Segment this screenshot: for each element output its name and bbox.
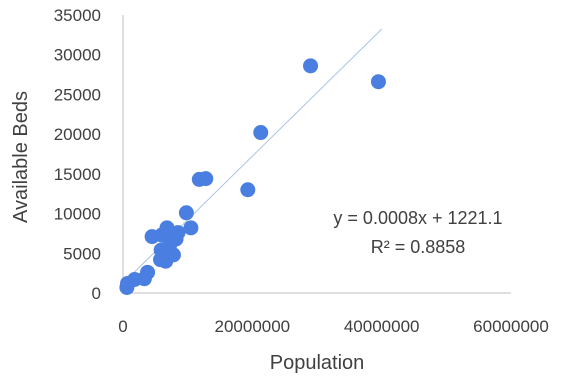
- trendline-equation: y = 0.0008x + 1221.1: [333, 208, 502, 228]
- data-point: [240, 182, 256, 198]
- x-tick-label: 20000000: [215, 317, 291, 336]
- x-tick-label: 0: [118, 317, 127, 336]
- data-points: [119, 58, 386, 295]
- y-axis-ticks: 0 5000 10000 15000 20000 25000 30000 35000: [54, 6, 101, 303]
- x-axis-ticks: 0 20000000 40000000 60000000: [118, 317, 549, 336]
- y-tick-label: 35000: [54, 6, 101, 25]
- y-axis-title: Available Beds: [10, 91, 32, 223]
- data-point: [303, 58, 319, 74]
- data-point: [253, 125, 269, 141]
- y-tick-label: 5000: [63, 244, 101, 263]
- y-tick-label: 25000: [54, 85, 101, 104]
- x-axis-title: Population: [270, 352, 365, 374]
- data-point: [140, 264, 156, 280]
- r-squared-label: R² = 0.8858: [371, 237, 466, 257]
- data-point: [198, 171, 214, 187]
- data-point: [178, 205, 194, 221]
- x-tick-label: 40000000: [344, 317, 420, 336]
- data-point: [165, 247, 181, 263]
- y-tick-label: 10000: [54, 205, 101, 224]
- data-point: [170, 225, 186, 241]
- y-tick-label: 0: [92, 284, 101, 303]
- y-tick-label: 20000: [54, 125, 101, 144]
- y-tick-label: 15000: [54, 165, 101, 184]
- data-point: [370, 74, 386, 90]
- y-tick-label: 30000: [54, 46, 101, 65]
- data-point: [183, 220, 199, 236]
- x-tick-label: 60000000: [473, 317, 549, 336]
